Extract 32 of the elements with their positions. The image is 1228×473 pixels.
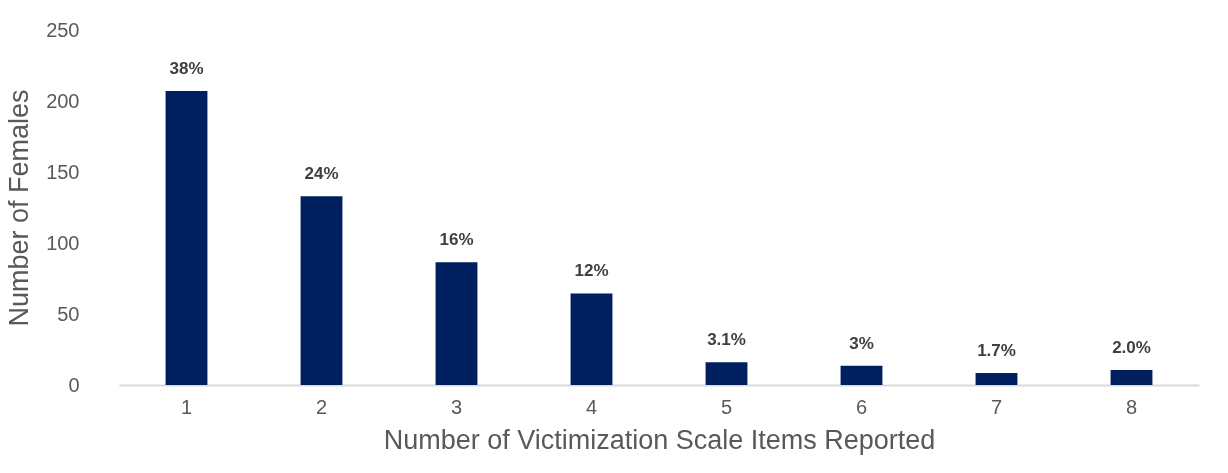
y-tick-label: 150 — [46, 160, 80, 183]
y-tick-label: 50 — [57, 302, 80, 325]
bar — [975, 372, 1018, 385]
x-tick-label: 4 — [585, 395, 598, 418]
y-axis-title: Number of Females — [4, 89, 35, 327]
annotation: 16% — [439, 230, 474, 250]
y-tick-label: 200 — [46, 89, 80, 112]
annotation: 24% — [304, 164, 339, 184]
bar — [570, 293, 613, 385]
annotation: 12% — [574, 261, 609, 281]
annotation: 38% — [169, 59, 204, 79]
x-tick-label: 6 — [855, 395, 868, 418]
bar — [705, 362, 748, 385]
bar — [165, 91, 208, 385]
y-tick-label: 100 — [46, 231, 80, 254]
bar — [300, 196, 343, 385]
x-tick-label: 2 — [315, 395, 328, 418]
y-tick-label: 0 — [68, 373, 80, 396]
x-tick-label: 5 — [720, 395, 733, 418]
annotation: 2.0% — [1112, 338, 1151, 358]
bar — [435, 262, 478, 385]
bar — [1110, 370, 1153, 385]
bar — [840, 365, 883, 385]
x-tick-label: 3 — [450, 395, 463, 418]
annotation: 1.7% — [977, 340, 1016, 360]
x-axis-title: Number of Victimization Scale Items Reported — [383, 424, 936, 455]
x-tick-label: 7 — [990, 395, 1003, 418]
y-tick-label: 250 — [46, 18, 80, 41]
annotation: 3% — [849, 333, 874, 353]
annotation: 3.1% — [707, 330, 746, 350]
x-tick-label: 1 — [180, 395, 193, 418]
x-tick-label: 8 — [1125, 395, 1138, 418]
